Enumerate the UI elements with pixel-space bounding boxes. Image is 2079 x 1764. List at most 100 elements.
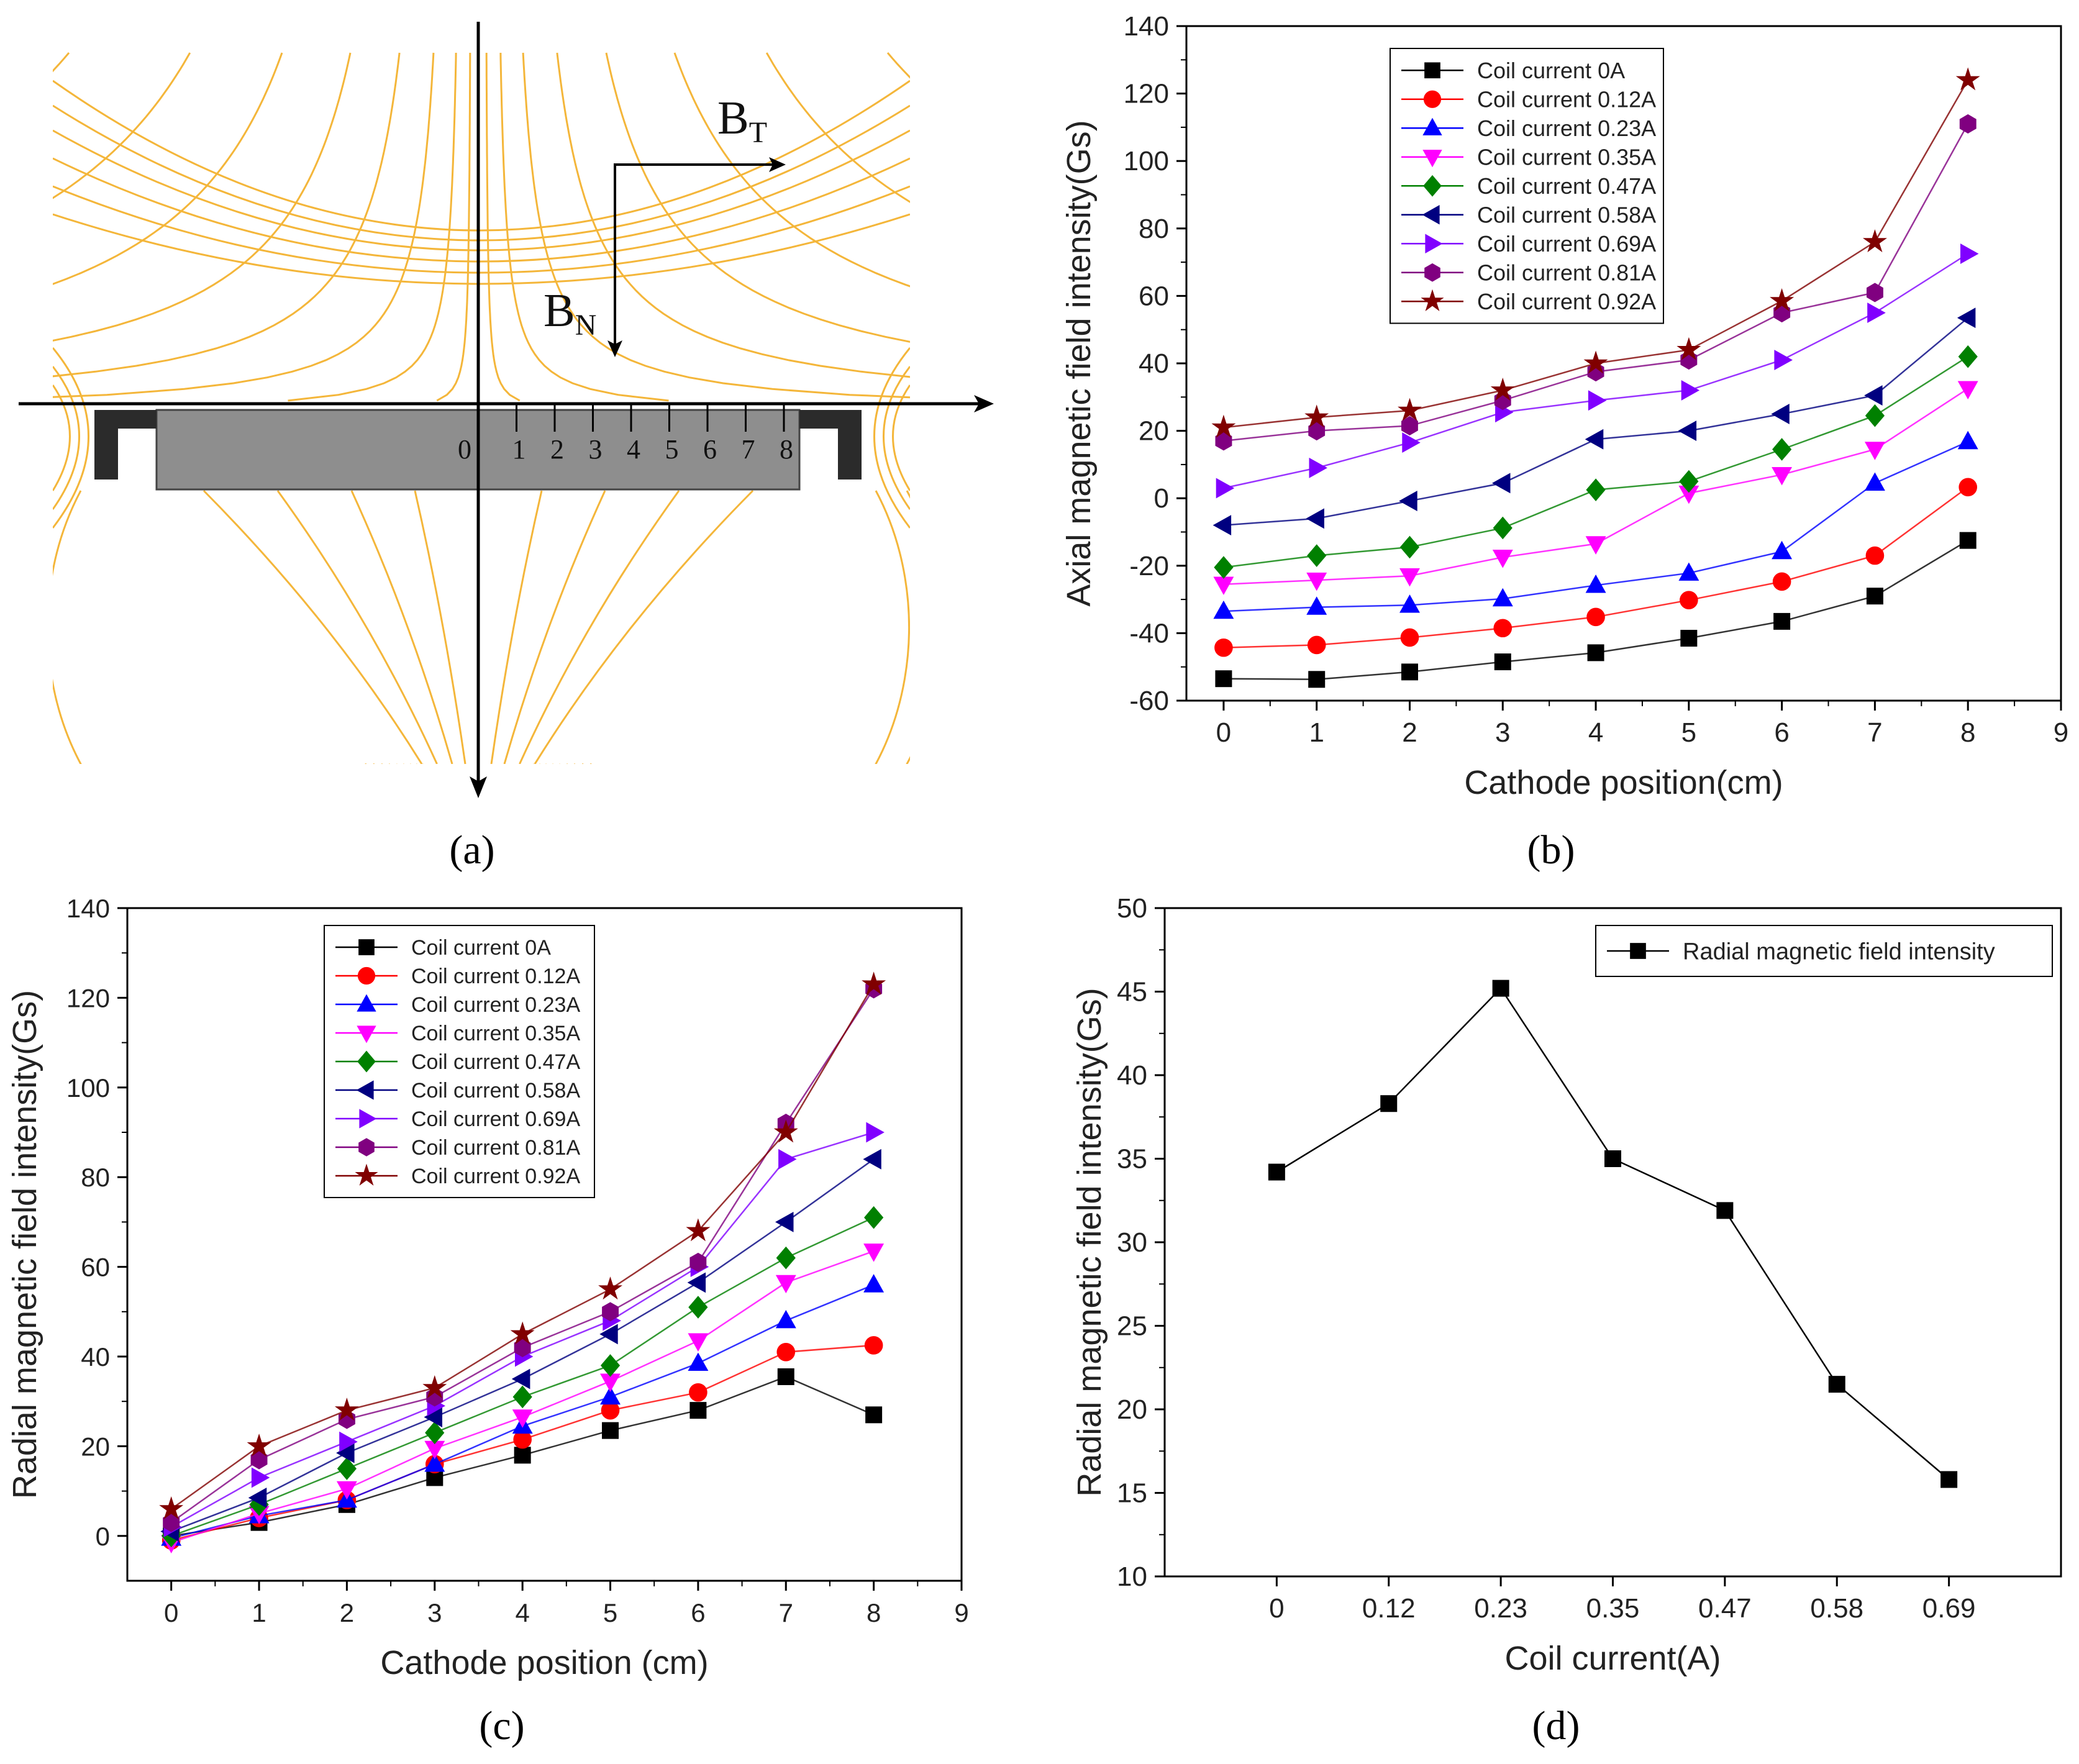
series-line — [1276, 987, 1950, 1480]
vertical-axis-arrow-icon — [470, 776, 487, 798]
data-point — [1678, 421, 1697, 442]
data-point — [599, 1324, 618, 1345]
x-tick-label: 5 — [1681, 717, 1696, 748]
legend-marker — [1422, 205, 1440, 225]
series — [1211, 67, 1980, 438]
y-axis-label: Radial magnetic field intensity(Gs) — [6, 990, 43, 1499]
legend-marker — [358, 1138, 375, 1157]
y-tick-label: 50 — [1117, 893, 1147, 924]
legend-marker — [357, 1025, 376, 1043]
x-tick-label: 0.12 — [1362, 1593, 1416, 1624]
field-line — [53, 129, 910, 252]
legend-label: Radial magnetic field intensity — [1683, 939, 1995, 965]
series — [1215, 532, 1977, 688]
y-tick-label: 0 — [1154, 483, 1169, 514]
legend-marker — [1422, 117, 1442, 135]
legend-label: Coil current 0.92A — [411, 1165, 580, 1188]
series — [1213, 381, 1978, 595]
series — [1214, 345, 1978, 579]
magnetic-field-lines — [53, 52, 910, 764]
legend-marker — [1423, 90, 1442, 108]
x-tick-label: 6 — [691, 1598, 705, 1627]
series — [1213, 430, 1978, 619]
panel-d-label: (d) — [1532, 1703, 1580, 1748]
x-tick-label: 8 — [1960, 717, 1975, 748]
data-point — [1604, 1150, 1621, 1167]
chart-c-radial-field: 0 20 40 60 80 100 120 140 0 1 2 3 4 5 6 7 8 9 Cathode posi… — [6, 894, 969, 1681]
data-point — [1586, 478, 1606, 501]
data-point — [1215, 670, 1232, 688]
data-point — [337, 1457, 357, 1480]
legend-label: Coil current 0.35A — [411, 1022, 580, 1045]
data-point — [1214, 556, 1234, 579]
y-tick-label: 140 — [66, 894, 110, 923]
legend-label: Coil current 0.12A — [411, 965, 580, 988]
position-tick-label: 8 — [780, 434, 793, 465]
field-line — [605, 52, 910, 343]
position-tick-label: 1 — [512, 434, 526, 465]
data-point — [1866, 588, 1883, 605]
data-point — [1862, 229, 1887, 253]
y-tick-label: 120 — [1124, 79, 1169, 109]
legend-label: Coil current 0A — [1477, 58, 1625, 83]
data-point — [863, 1274, 885, 1293]
y-tick-label: 40 — [81, 1342, 110, 1371]
field-line — [883, 366, 910, 510]
data-point — [1492, 588, 1513, 607]
data-point — [1957, 430, 1978, 450]
data-point — [1585, 536, 1606, 555]
data-point — [1679, 470, 1699, 493]
series — [1268, 980, 1958, 1488]
series — [159, 971, 886, 1520]
data-point — [1959, 114, 1977, 134]
legend-label: Coil current 0.69A — [1477, 231, 1656, 257]
data-point — [1212, 515, 1232, 536]
data-point — [1213, 576, 1234, 595]
data-point — [863, 1148, 881, 1170]
data-point — [1380, 1095, 1398, 1112]
field-line — [276, 490, 438, 764]
data-point — [1492, 550, 1513, 568]
data-point — [598, 1276, 623, 1300]
data-point — [775, 1211, 794, 1232]
data-point — [1402, 432, 1421, 453]
data-point — [1491, 473, 1511, 494]
chart-d-radial-vs-current: 10 15 20 25 30 35 40 45 50 0 0.12 0.23 0.35 0.47 0.58 0… — [1071, 893, 2062, 1677]
data-point — [339, 1431, 358, 1452]
data-point — [1772, 438, 1792, 461]
data-point — [514, 1338, 531, 1358]
x-axis-label: Cathode position(cm) — [1464, 764, 1783, 801]
data-point — [1958, 345, 1978, 368]
x-tick-label: 0.23 — [1474, 1593, 1527, 1624]
data-point — [1586, 607, 1605, 627]
data-point — [689, 1252, 707, 1272]
x-tick-label: 0 — [1269, 1593, 1284, 1624]
data-point — [336, 1481, 357, 1500]
field-line — [53, 384, 71, 491]
data-point — [1957, 381, 1978, 400]
data-point — [777, 1368, 794, 1385]
data-point — [511, 1368, 530, 1389]
legend-label: Coil current 0.69A — [411, 1107, 580, 1131]
y-tick-label: 25 — [1117, 1311, 1147, 1342]
data-point — [1494, 653, 1511, 671]
x-tick-label: 7 — [1867, 717, 1882, 748]
data-point — [425, 1421, 445, 1445]
x-tick-label: 8 — [867, 1598, 881, 1627]
x-tick-label: 0.47 — [1698, 1593, 1752, 1624]
x-tick-label: 5 — [603, 1598, 617, 1627]
data-point — [1268, 1163, 1285, 1181]
data-point — [1865, 546, 1885, 565]
y-tick-label: 60 — [1139, 281, 1169, 311]
x-tick-label: 3 — [427, 1598, 442, 1627]
panel-a-label: (a) — [449, 827, 494, 873]
position-tick-label: 0 — [458, 434, 471, 465]
field-line — [53, 185, 910, 274]
y-tick-label: 10 — [1117, 1562, 1147, 1592]
field-line — [892, 384, 910, 491]
data-point — [1678, 562, 1699, 581]
data-point — [334, 1398, 359, 1421]
data-point — [1490, 377, 1515, 401]
